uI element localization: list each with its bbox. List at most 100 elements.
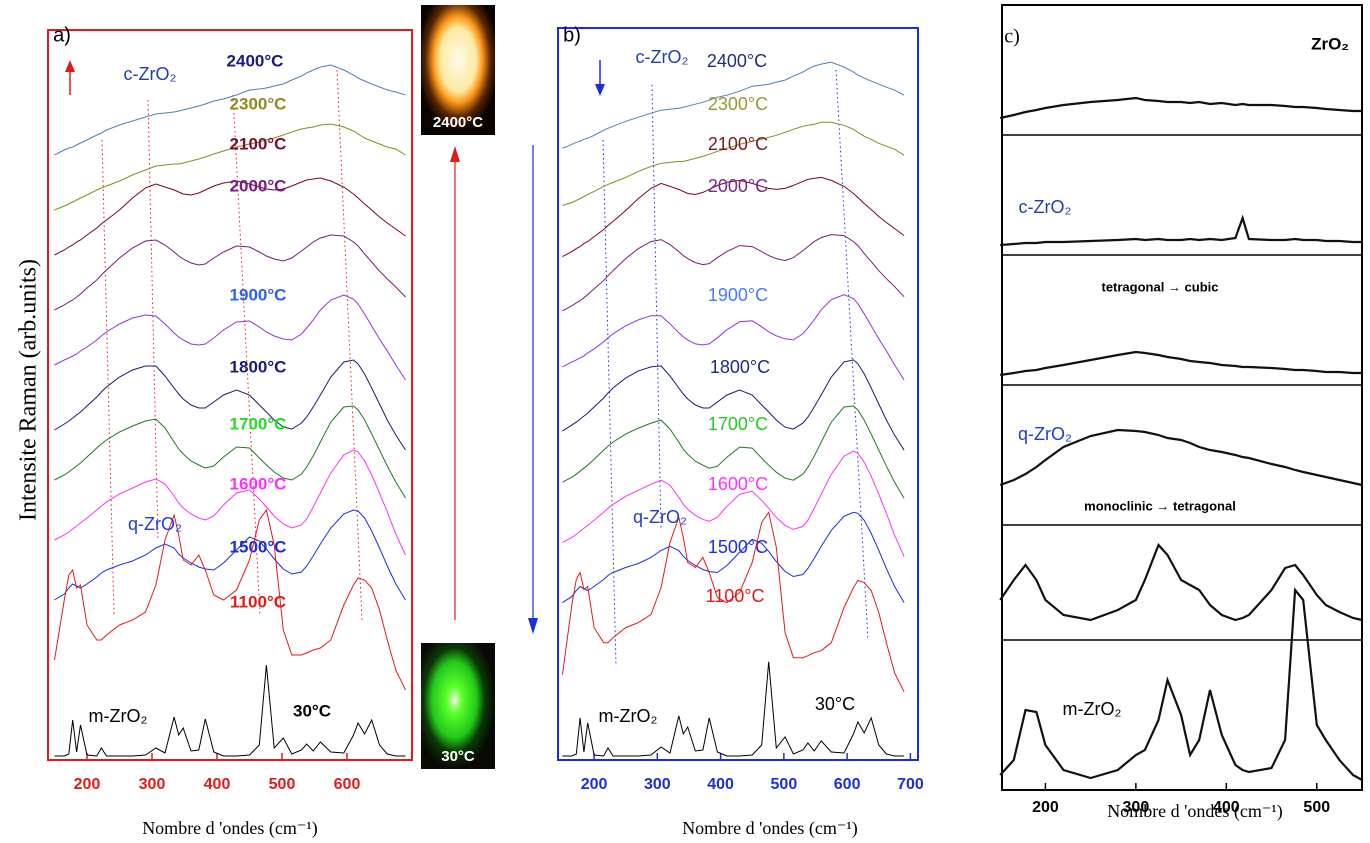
x-tick-label: 200: [74, 776, 101, 793]
spectrum-line: [1000, 350, 1362, 377]
x-tick-label: 300: [1123, 799, 1150, 816]
panel: 200 300 400 500 600 700 Nombre d 'ondes (cm⁻¹)…: [557, 24, 924, 839]
spectrum-line: [54, 405, 406, 499]
plot-frame: [1001, 4, 1363, 791]
annotation: q-ZrO₂: [1018, 424, 1072, 444]
series-label: 1800°C: [230, 357, 287, 376]
panel: 200 300 400 500 Nombre d 'ondes (cm⁻¹) c) ZrO₂…: [999, 4, 1363, 822]
series-label: 1900°C: [708, 285, 768, 305]
y-axis-label: Intensite Raman (arb.units): [16, 259, 42, 521]
photo-cold: 30°C: [421, 643, 495, 769]
series-label: 2300°C: [708, 94, 768, 114]
annotation: c-ZrO₂: [124, 64, 177, 84]
x-tick-label: 400: [204, 776, 231, 793]
guide-lines-b: [602, 69, 869, 666]
series-label: 30°C: [815, 694, 855, 714]
series-label: 2300°C: [230, 94, 287, 113]
x-axis-label: Nombre d 'ondes (cm⁻¹): [1107, 801, 1283, 822]
series-label: 2000°C: [708, 176, 768, 196]
panel-label: a): [53, 24, 71, 46]
annotation: q-ZrO₂: [128, 514, 182, 534]
series-label: 30°C: [293, 701, 331, 720]
x-axis-label: Nombre d 'ondes (cm⁻¹): [142, 818, 318, 839]
plot-frame: [557, 27, 919, 761]
sub-panels-c: [1002, 134, 1362, 641]
spectrum-line: [54, 294, 406, 381]
spectrum-line: [562, 359, 905, 451]
annotation: m-ZrO₂: [599, 706, 658, 726]
series-label: 2400°C: [227, 51, 284, 70]
x-tick-label: 500: [1303, 799, 1330, 816]
annotation: q-ZrO₂: [633, 507, 687, 527]
series-label: 1700°C: [708, 414, 768, 434]
x-tick-label: 300: [139, 776, 166, 793]
spectrum-line: [54, 509, 406, 601]
trend-arrow-a: [65, 60, 75, 95]
x-tick-label: 600: [834, 776, 861, 793]
spectrum-line: [54, 123, 406, 211]
spectrum-line: [562, 511, 905, 604]
series-label: 1500°C: [708, 537, 768, 557]
x-tick-label: 600: [334, 776, 361, 793]
annotation: m-ZrO₂: [89, 706, 148, 726]
x-tick-label: 300: [644, 776, 671, 793]
spectrum-line: [562, 294, 905, 381]
spectrum-line: [562, 450, 905, 557]
spectrum-line: [562, 176, 905, 258]
spectrum-line: [54, 664, 406, 757]
spectrum-line: [562, 405, 905, 499]
spectrum-line: [54, 177, 406, 256]
spectrum-line: [54, 449, 406, 556]
series-label: 2000°C: [230, 176, 287, 195]
spectrum-line: [561, 511, 905, 693]
series-label: 2100°C: [230, 134, 287, 153]
plot-frame: [47, 29, 413, 761]
x-tick-label: 400: [707, 776, 734, 793]
series-label: 2100°C: [708, 134, 768, 154]
spectrum-line: [54, 508, 406, 691]
photo-image: [421, 643, 495, 769]
series-label: 2400°C: [707, 51, 767, 71]
spectrum-line: [562, 61, 905, 149]
photo-label: 30°C: [441, 748, 475, 765]
spectrum-line: [999, 542, 1363, 622]
series-label: 1100°C: [706, 586, 765, 606]
series-label: 1700°C: [230, 414, 287, 433]
series-label: 1600°C: [230, 474, 287, 493]
x-tick-label: 500: [771, 776, 798, 793]
x-axis-label: Nombre d 'ondes (cm⁻¹): [682, 818, 858, 839]
spectrum-line: [54, 234, 406, 311]
spectrum-line: [562, 234, 905, 312]
trend-arrow-b: [595, 60, 605, 96]
x-tick-label: 200: [581, 776, 608, 793]
spectrum-line: [999, 428, 1363, 487]
x-tick-label: 200: [1032, 799, 1059, 816]
heating-arrow: [450, 146, 460, 620]
annotation: c-ZrO₂: [1019, 197, 1072, 217]
spectrum-line: [999, 587, 1363, 781]
x-tick-label: 500: [269, 776, 296, 793]
series-label: 1600°C: [708, 474, 768, 494]
photo-label: 2400°C: [433, 114, 483, 131]
spectrum-line: [54, 64, 406, 156]
spectrum-line: [1000, 214, 1362, 247]
panel-label: b): [563, 24, 581, 46]
annotation: tetragonal → cubic: [1101, 279, 1218, 294]
series-label: 1500°C: [230, 537, 287, 556]
panel-label: c): [1004, 26, 1020, 48]
spectrum-line: [999, 96, 1362, 120]
panel-title: ZrO₂: [1311, 34, 1349, 53]
x-tick-label: 700: [897, 776, 924, 793]
photo-hot: 2400°C: [421, 5, 495, 135]
x-tick-label: 400: [1213, 799, 1240, 816]
panel: 200 300 400 500 600 Nombre d 'ondes (cm⁻¹) Int…: [16, 24, 413, 839]
spectrum-line: [562, 121, 905, 206]
series-label: 1800°C: [710, 357, 770, 377]
cooling-arrow: [528, 145, 538, 634]
annotation: c-ZrO₂: [636, 47, 689, 67]
annotation: monoclinic → tetragonal: [1084, 498, 1236, 513]
annotation: m-ZrO₂: [1063, 699, 1122, 719]
series-label: 1900°C: [230, 285, 287, 304]
spectrum-line: [562, 661, 905, 757]
